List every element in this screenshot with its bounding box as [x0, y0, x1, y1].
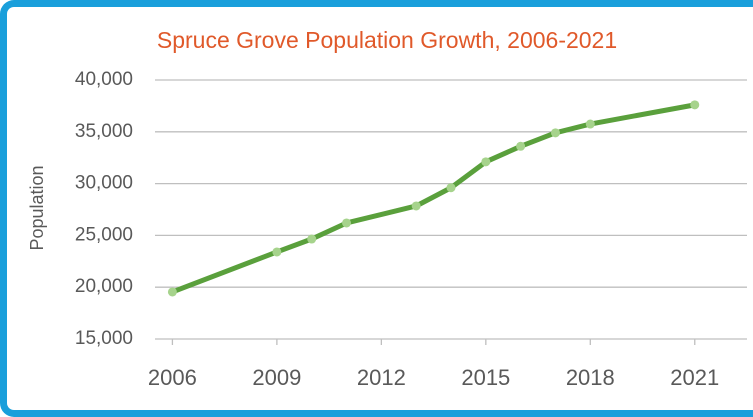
marker	[550, 128, 560, 138]
marker	[481, 157, 491, 167]
marker	[307, 234, 317, 244]
x-tick-label: 2018	[566, 365, 615, 390]
line	[169, 102, 698, 295]
marker	[411, 201, 421, 211]
marker	[690, 100, 700, 110]
chart-title: Spruce Grove Population Growth, 2006-202…	[157, 27, 617, 53]
marker	[446, 183, 456, 193]
x-tick-label: 2009	[252, 365, 301, 390]
y-tick-label: 15,000	[75, 328, 133, 349]
x-tick-label: 2006	[148, 365, 197, 390]
y-axis-label: Population	[27, 165, 47, 250]
x-tick-label: 2021	[670, 365, 719, 390]
marker	[516, 141, 526, 151]
x-tick-label: 2012	[357, 365, 406, 390]
y-tick-label: 30,000	[75, 173, 133, 194]
marker	[342, 218, 352, 228]
y-tick-label: 20,000	[75, 276, 133, 297]
x-tick-label: 2015	[461, 365, 510, 390]
marker	[272, 247, 282, 257]
y-tick-label: 25,000	[75, 224, 133, 245]
marker	[167, 287, 177, 297]
y-tick-label: 40,000	[75, 69, 133, 90]
y-tick-label: 35,000	[75, 121, 133, 142]
marker	[585, 119, 595, 129]
